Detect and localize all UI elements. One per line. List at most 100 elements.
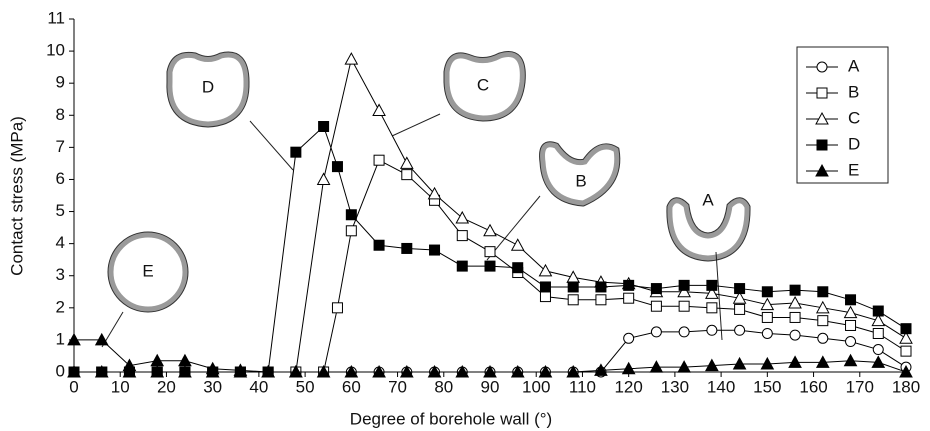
marker — [427, 364, 442, 378]
marker — [621, 361, 636, 375]
marker — [150, 353, 165, 367]
marker — [678, 279, 690, 291]
marker — [331, 161, 343, 173]
marker — [401, 242, 413, 254]
marker — [427, 186, 442, 200]
annotation-label: D — [202, 77, 214, 96]
marker — [623, 279, 635, 291]
marker — [899, 331, 913, 344]
marker — [290, 146, 302, 158]
marker — [205, 361, 220, 375]
x-tick-label: 150 — [753, 377, 781, 396]
x-tick-label: 90 — [481, 377, 500, 396]
x-tick-label: 40 — [249, 377, 268, 396]
marker — [373, 154, 385, 166]
marker — [900, 345, 912, 357]
marker — [650, 326, 662, 338]
legend-label: B — [848, 82, 859, 101]
x-tick-label: 140 — [707, 377, 735, 396]
y-tick-label: 4 — [56, 233, 65, 252]
marker — [788, 355, 802, 368]
marker — [815, 300, 830, 314]
marker — [178, 353, 192, 367]
marker — [623, 332, 635, 344]
marker — [817, 332, 829, 344]
marker — [761, 327, 773, 339]
marker — [566, 364, 581, 378]
marker — [900, 323, 912, 335]
marker — [678, 326, 690, 338]
legend-label: A — [848, 56, 860, 75]
marker — [843, 353, 858, 367]
x-tick-label: 20 — [157, 377, 176, 396]
marker — [567, 294, 579, 306]
marker — [372, 103, 386, 116]
y-tick-label: 2 — [56, 297, 65, 316]
marker — [760, 356, 775, 370]
legend-box — [796, 46, 889, 184]
marker — [677, 284, 691, 298]
x-tick-label: 80 — [434, 377, 453, 396]
marker — [871, 313, 886, 327]
marker — [594, 363, 608, 376]
marker — [373, 239, 385, 251]
x-tick-label: 120 — [614, 377, 642, 396]
marker — [484, 246, 496, 258]
x-tick-label: 60 — [342, 377, 361, 396]
marker — [67, 332, 81, 346]
y-tick-label: 5 — [56, 201, 65, 220]
x-axis-title: Degree of borehole wall (°) — [350, 409, 552, 428]
marker — [650, 300, 662, 312]
marker — [233, 363, 248, 376]
marker — [760, 297, 775, 311]
marker — [399, 364, 414, 378]
marker — [429, 244, 441, 256]
marker — [483, 223, 497, 237]
legend-label: C — [848, 108, 860, 127]
marker — [761, 286, 773, 298]
x-tick-label: 130 — [661, 377, 689, 396]
legend-label: E — [848, 160, 859, 179]
y-tick-label: 9 — [56, 73, 65, 92]
marker — [456, 230, 468, 242]
x-tick-label: 10 — [111, 377, 130, 396]
marker — [706, 324, 718, 336]
marker — [677, 360, 691, 373]
x-tick-label: 30 — [203, 377, 222, 396]
borehole-shapes — [101, 51, 751, 348]
y-axis-title: Contact stress (MPa) — [7, 116, 26, 276]
y-tick-label: 8 — [56, 105, 65, 124]
marker — [512, 262, 524, 274]
marker — [815, 355, 830, 368]
marker — [344, 52, 359, 65]
marker — [455, 210, 470, 224]
marker — [455, 364, 470, 378]
annotation-label: B — [575, 171, 586, 190]
x-tick-label: 100 — [522, 377, 550, 396]
marker — [567, 281, 579, 293]
marker — [845, 319, 857, 331]
marker — [734, 283, 746, 295]
marker — [788, 295, 802, 309]
x-tick-label: 180 — [892, 377, 920, 396]
annotation-label: C — [477, 75, 489, 94]
marker — [331, 302, 343, 314]
x-tick-label: 160 — [799, 377, 827, 396]
marker — [705, 286, 719, 299]
x-tick-label: 170 — [846, 377, 874, 396]
y-tick-label: 10 — [46, 41, 65, 60]
marker — [538, 263, 553, 277]
marker — [399, 156, 414, 169]
marker — [789, 284, 801, 296]
marker — [96, 366, 108, 378]
marker — [845, 294, 857, 306]
marker — [650, 283, 662, 295]
marker — [899, 364, 913, 378]
marker — [316, 364, 331, 378]
marker — [151, 366, 163, 378]
marker — [510, 238, 525, 251]
y-tick-label: 11 — [47, 8, 65, 27]
marker — [872, 327, 884, 339]
legend-label: D — [848, 134, 860, 153]
